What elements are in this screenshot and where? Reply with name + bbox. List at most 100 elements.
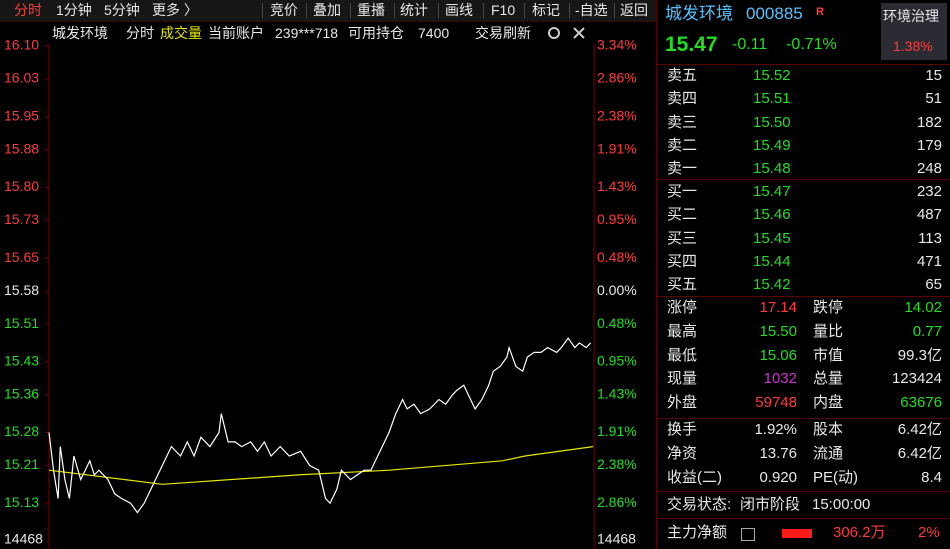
pct-label: 1.91% xyxy=(597,140,637,156)
stat-label: 涨停 xyxy=(667,299,698,316)
y-tick-label: 15.88 xyxy=(4,140,39,156)
change: -0.11 xyxy=(732,36,768,53)
y-tick-label: 15.36 xyxy=(4,385,39,401)
flow-icon[interactable] xyxy=(741,528,755,541)
pct-label: 2.86% xyxy=(597,70,637,86)
pct-label: 2.38% xyxy=(597,456,637,472)
quote-panel xyxy=(656,0,950,549)
button[interactable]: 画线 xyxy=(445,2,473,18)
industry-box[interactable] xyxy=(881,3,947,60)
stat-label: 市值 xyxy=(813,346,844,364)
pct-label: 0.95% xyxy=(597,211,637,227)
main-flow-label: 主力净额 xyxy=(667,524,728,541)
level-volume: 182 xyxy=(916,113,942,131)
button[interactable]: 统计 xyxy=(400,2,428,18)
level-label: 买五 xyxy=(667,276,698,294)
button[interactable]: 标记 xyxy=(532,2,560,18)
chart-indicator: 成交量 xyxy=(160,25,202,41)
level-volume: 248 xyxy=(916,160,942,178)
level-volume: 487 xyxy=(916,206,942,224)
level-volume: 15 xyxy=(925,67,942,84)
y-tick-label: 15.21 xyxy=(4,456,39,472)
stat-value: 99.3亿 xyxy=(897,346,942,364)
y-tick-label: 15.43 xyxy=(4,352,39,368)
button[interactable]: -自选 xyxy=(575,2,608,18)
last-price: 15.47 xyxy=(665,33,718,56)
pct-label: 2.38% xyxy=(597,107,637,123)
stat-label: 换手 xyxy=(667,421,698,438)
badge: R xyxy=(816,6,824,18)
tab[interactable]: 分时 xyxy=(14,2,42,18)
button[interactable]: 竞价 xyxy=(270,2,298,18)
level-price: 15.48 xyxy=(753,160,791,178)
stat-value: 15.50 xyxy=(759,322,797,340)
stat-value: 59748 xyxy=(755,394,797,412)
y-tick-label: 15.80 xyxy=(4,178,39,194)
average-line xyxy=(48,446,594,485)
button[interactable]: 重播 xyxy=(357,2,385,18)
pct-label: 1.91% xyxy=(597,423,637,439)
y-tick-label: 16.03 xyxy=(4,70,39,86)
volume-label: 14468 xyxy=(4,531,43,547)
stat-value: 0.77 xyxy=(912,322,942,340)
pct-label: 0.48% xyxy=(597,249,637,265)
pct-label: 0.48% xyxy=(597,315,637,331)
stat-label: 量比 xyxy=(813,322,844,340)
y-tick-label: 15.95 xyxy=(4,107,39,123)
main-flow-value: 306.2万 xyxy=(833,524,886,541)
pct-label: 1.43% xyxy=(597,178,637,194)
stat-label: 收益(二) xyxy=(667,468,722,486)
close-icon[interactable] xyxy=(573,27,585,39)
stat-value: 6.42亿 xyxy=(897,444,942,462)
chart-stock-name: 城发环境 xyxy=(52,25,108,41)
intraday-chart: 16.10 3.34% 16.03 2.86% 15.95 2.38% 15.88 1.91%… xyxy=(4,37,637,549)
stat-value: 63676 xyxy=(900,394,942,412)
chart-mode: 分时 xyxy=(126,25,154,41)
stat-value: 14.02 xyxy=(904,299,942,316)
button[interactable]: 叠加 xyxy=(313,2,341,18)
price-line xyxy=(48,337,592,514)
stat-label: 最低 xyxy=(667,346,698,364)
tab[interactable]: 5分钟 xyxy=(104,2,140,18)
stock-code: 000885 xyxy=(746,4,803,23)
account-label: 当前账户 xyxy=(208,25,264,41)
level-price: 15.52 xyxy=(753,67,791,84)
stat-label: 外盘 xyxy=(667,394,698,412)
level-price: 15.44 xyxy=(753,252,791,270)
stat-label: 净资 xyxy=(667,444,698,462)
level-label: 买一 xyxy=(667,183,698,200)
change-pct: -0.71% xyxy=(786,36,837,53)
level-price: 15.47 xyxy=(753,183,791,200)
refresh-button[interactable]: 交易刷新 xyxy=(475,25,531,41)
pct-label: 2.86% xyxy=(597,494,637,510)
level-label: 卖三 xyxy=(667,113,698,131)
y-tick-label: 15.65 xyxy=(4,249,39,265)
industry[interactable]: 环境治理 xyxy=(883,8,939,24)
settings-icon[interactable] xyxy=(548,27,560,39)
y-tick-label: 15.51 xyxy=(4,315,39,331)
level-price: 15.51 xyxy=(753,90,791,108)
chart-icons xyxy=(548,27,585,39)
y-tick-label: 15.28 xyxy=(4,423,39,439)
stat-label: 股本 xyxy=(813,421,844,438)
level-volume: 232 xyxy=(916,183,942,200)
main-flow-pct: 2% xyxy=(918,524,940,541)
position-label: 可用持仓 xyxy=(348,25,404,41)
toolbar: 分时 1分钟 5分钟 更多 〉 竞价 叠加 重播 统计 画线 F10 标记 -自… xyxy=(0,0,657,22)
stat-label: 流通 xyxy=(813,444,844,462)
tab[interactable]: 1分钟 xyxy=(56,2,92,18)
level-label: 买三 xyxy=(667,229,698,247)
level-label: 买四 xyxy=(667,252,698,270)
position: 7400 xyxy=(418,25,450,41)
stat-value: 1032 xyxy=(763,370,797,388)
account: 239***718 xyxy=(275,25,339,41)
tab[interactable]: 更多 〉 xyxy=(152,2,198,18)
stat-value: 123424 xyxy=(891,370,942,388)
level-label: 卖一 xyxy=(667,160,698,178)
stat-value: 17.14 xyxy=(759,299,797,316)
button[interactable]: 返回 xyxy=(620,2,648,18)
button[interactable]: F10 xyxy=(491,2,516,18)
level-label: 卖五 xyxy=(667,67,698,84)
level-label: 卖二 xyxy=(667,136,698,154)
level-price: 15.49 xyxy=(753,136,791,154)
